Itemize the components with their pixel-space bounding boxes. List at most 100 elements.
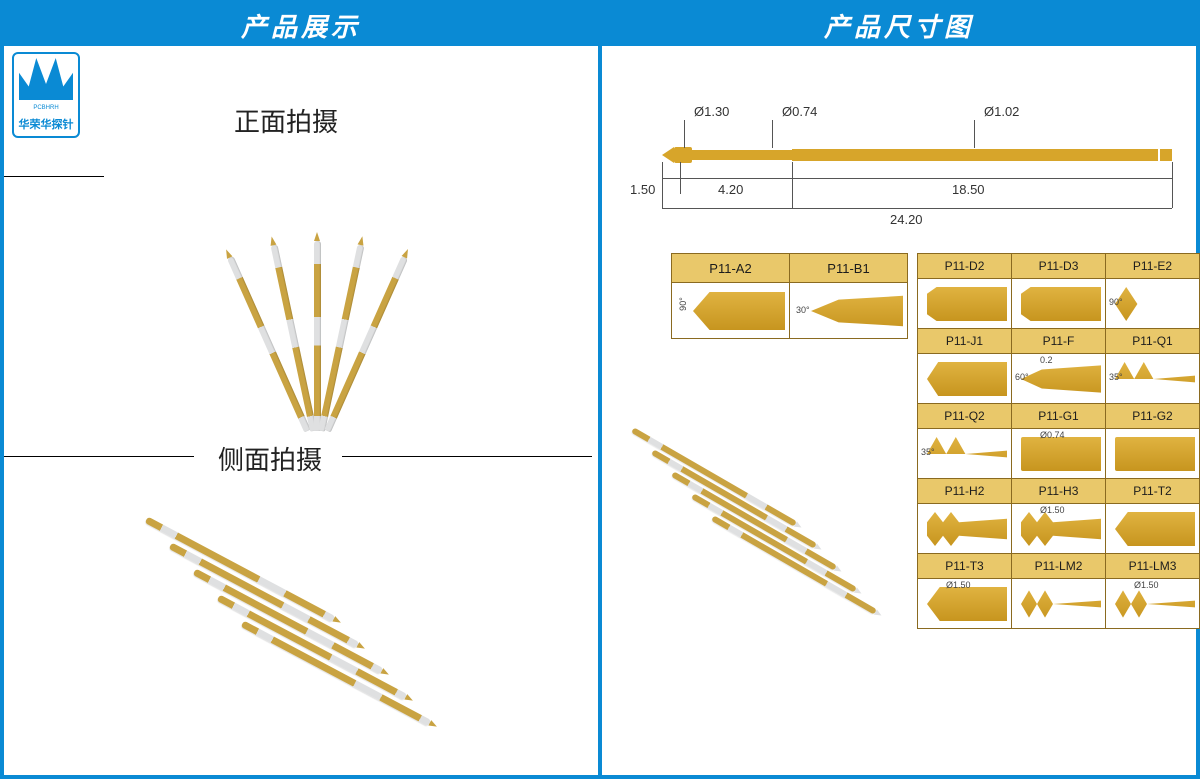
probe-tip [662,147,674,163]
dim-d-shaft: Ø0.74 [782,104,817,119]
front-shot-label: 正面拍摄 [234,102,338,139]
tip-shape-cell [1105,428,1200,479]
tip-angle: 90° [1109,297,1123,307]
leader [974,120,975,148]
tip-angle: 30° [796,305,810,315]
tip-shape-icon [927,587,1007,621]
tip-shape-cell: Ø1.50 [1011,503,1106,554]
tip-shape-icon [1115,437,1195,471]
tip-note: Ø1.50 [1040,505,1065,515]
leader [772,120,773,148]
tip-shape-icon [927,512,1007,546]
rule-mid-right [342,456,592,457]
tip-table-main: P11-D2P11-D3P11-E290°P11-J1P11-FP11-Q160… [918,254,1200,629]
ext [792,162,793,208]
tip-shape-cell: 90° [1105,278,1200,329]
tip-code: P11-G1 [1011,403,1106,429]
tip-shape-cell: Ø0.74 [1011,428,1106,479]
tip-code: P11-J1 [917,328,1012,354]
side-pins-group [134,506,554,766]
rule-top [4,176,104,177]
tip-code: P11-B1 [789,253,908,283]
probe-outline [662,148,1172,162]
tip-code: P11-LM2 [1011,553,1106,579]
right-side-pins [620,434,880,654]
tip-code: P11-D2 [917,253,1012,279]
tip-shape-icon [1115,362,1195,396]
logo-text: 华荣华探针 [19,116,74,132]
tip-table-left: P11-A2 P11-B1 90° 30° [672,254,908,339]
tip-code: P11-Q1 [1105,328,1200,354]
tip-shape-icon [927,362,1007,396]
tip-shape-icon [1021,287,1101,321]
tip-code: P11-H3 [1011,478,1106,504]
tip-shape-cell [1011,578,1106,629]
tip-shape-icon [1115,587,1195,621]
probe-shaft-body [792,149,1158,161]
tip-note: Ø0.74 [1040,430,1065,440]
dimension-drawing: Ø1.30 Ø0.74 Ø1.02 1.50 4.20 18.50 24.20 [632,102,1172,242]
brand-logo: PCBHRH 华荣华探针 [12,52,80,138]
tip-code: P11-T2 [1105,478,1200,504]
tip-shape-cell: Ø1.50 [1105,578,1200,629]
ext [1172,162,1173,208]
logo-subtext: PCBHRH [33,105,58,111]
tip-shape-cell: 90° [671,282,790,339]
ext [662,162,663,208]
front-pin [314,241,321,431]
tip-shape-cell: 30° [789,282,908,339]
tip-shape-icon [927,287,1007,321]
tip-note: 0.2 [1040,355,1053,365]
tip-shape-cell [1105,503,1200,554]
tip-shape-cell: 60° 0.2 [1011,353,1106,404]
dim-d-tip: Ø1.30 [694,104,729,119]
ext [680,162,681,194]
tip-angle: 90° [678,297,688,311]
tip-code: P11-F [1011,328,1106,354]
tip-shape-icon [1021,362,1101,396]
tip-code: P11-T3 [917,553,1012,579]
tip-angle: 60° [1015,372,1029,382]
tip-shape-cell [917,503,1012,554]
page: 产品展示 产品尺寸图 PCBHRH 华荣华探针 正面拍摄 侧面拍摄 [0,0,1200,779]
tip-angle: 35° [1109,372,1123,382]
tip-shape-cell: Ø1.50 [917,578,1012,629]
dim-d-body: Ø1.02 [984,104,1019,119]
dim-tip-len: 1.50 [630,182,655,197]
header-left: 产品展示 [4,4,598,46]
probe-plunger [1160,149,1172,161]
tip-code: P11-H2 [917,478,1012,504]
crown-icon [19,58,73,100]
tip-code: P11-D3 [1011,253,1106,279]
tip-shape-icon [1115,287,1195,321]
dim-baseline-2 [662,208,1172,209]
tip-shape-icon [1021,587,1101,621]
body-row: PCBHRH 华荣华探针 正面拍摄 侧面拍摄 [4,46,1196,775]
dim-body-len: 18.50 [952,182,985,197]
tip-shape-cell: 35° [917,428,1012,479]
rule-mid-left [4,456,194,457]
header-right: 产品尺寸图 [602,4,1196,46]
tip-shape-icon [1021,437,1101,471]
tip-code: P11-LM3 [1105,553,1200,579]
tip-shape-cell [1011,278,1106,329]
tip-shape-cell: 35° [1105,353,1200,404]
front-pins-fan [124,171,504,441]
tip-code: P11-Q2 [917,403,1012,429]
tip-shape-cell [917,353,1012,404]
tip-shape-icon [1021,512,1101,546]
header-row: 产品展示 产品尺寸图 [4,4,1196,46]
probe-head [674,147,692,163]
dim-baseline-1 [662,178,1172,179]
tip-angle: 35° [921,447,935,457]
tip-code: P11-A2 [671,253,790,283]
tip-shape-icon [927,437,1007,471]
tip-note: Ø1.50 [1134,580,1159,590]
tip-code: P11-E2 [1105,253,1200,279]
right-pane: Ø1.30 Ø0.74 Ø1.02 1.50 4.20 18.50 24.20 [602,46,1196,775]
tip-shape-cell [917,278,1012,329]
tip-code: P11-G2 [1105,403,1200,429]
tip-shape-icon [693,292,785,330]
tip-note: Ø1.50 [946,580,971,590]
left-pane: PCBHRH 华荣华探针 正面拍摄 侧面拍摄 [4,46,598,775]
